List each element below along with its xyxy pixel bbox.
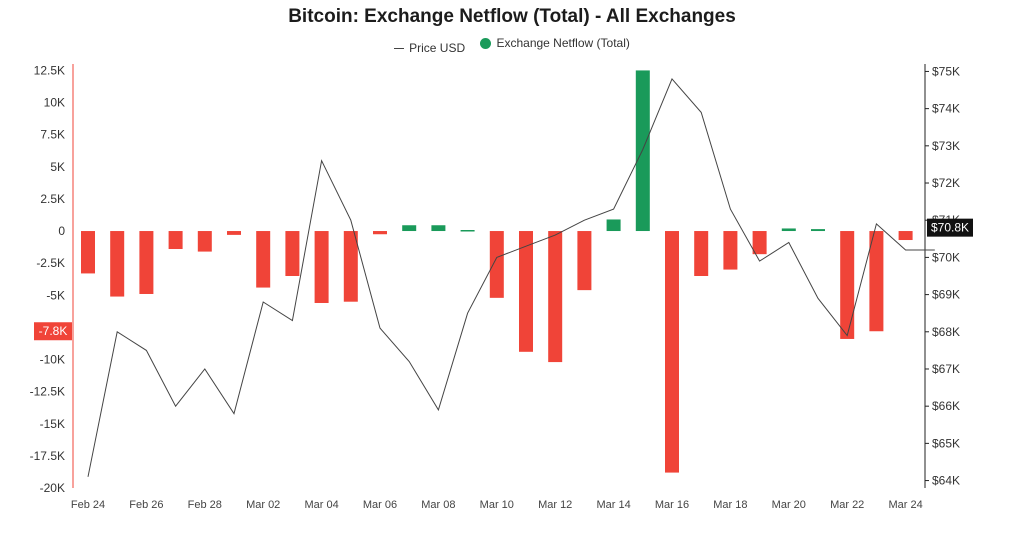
netflow-bar (665, 231, 679, 473)
right-axis-tick-label: $69K (932, 288, 960, 302)
netflow-bar (285, 231, 300, 276)
netflow-bar (168, 231, 183, 250)
netflow-bar (256, 231, 271, 288)
left-axis-tick-label: 5K (50, 160, 65, 174)
right-axis-tick-label: $73K (932, 139, 960, 153)
x-axis-tick-label: Mar 14 (596, 499, 630, 511)
right-axis-tick-label: $66K (932, 399, 960, 413)
left-axis-tick-label: 12.5K (34, 63, 65, 77)
netflow-bar (694, 231, 709, 276)
left-axis-tick-label: -10K (40, 353, 65, 367)
left-axis-tick-label: 10K (44, 96, 65, 110)
netflow-bar (314, 231, 329, 303)
netflow-bar (431, 225, 446, 232)
x-axis-tick-label: Mar 22 (830, 499, 864, 511)
x-axis-tick-label: Mar 12 (538, 499, 572, 511)
left-axis-tick-label: -20K (40, 481, 65, 495)
left-axis-tick-label: -15K (40, 417, 65, 431)
x-axis-tick-label: Mar 16 (655, 499, 689, 511)
x-axis-tick-label: Feb 28 (188, 499, 222, 511)
netflow-bar (197, 231, 212, 252)
x-axis-tick-label: Mar 02 (246, 499, 280, 511)
left-axis-tick-label: -5K (46, 288, 65, 302)
line-marker-icon (394, 47, 405, 49)
left-current-label: -7.8K (39, 324, 68, 338)
netflow-bar (519, 231, 533, 352)
x-axis-tick-label: Mar 10 (480, 499, 514, 511)
netflow-bar (373, 231, 387, 235)
right-axis-tick-label: $68K (932, 325, 960, 339)
right-axis-tick-label: $64K (932, 474, 960, 488)
netflow-bar (898, 231, 913, 241)
chart-title: Bitcoin: Exchange Netflow (Total) - All … (288, 6, 736, 27)
left-axis-tick-label: 7.5K (40, 128, 65, 142)
right-axis-tick-label: $70K (932, 250, 960, 264)
x-axis-tick-label: Mar 20 (772, 499, 806, 511)
netflow-bar (606, 219, 621, 232)
left-current-badge (34, 322, 72, 341)
netflow-bar (635, 70, 650, 232)
right-axis-tick-label: $72K (932, 176, 960, 190)
price-line (87, 77, 935, 477)
dot-marker-icon (480, 37, 492, 49)
x-axis-tick-label: Feb 24 (71, 499, 105, 511)
netflow-bar (227, 231, 241, 235)
x-axis-tick-label: Feb 26 (129, 499, 163, 511)
x-axis-tick-label: Mar 18 (713, 499, 747, 511)
netflow-bar (343, 231, 358, 302)
netflow-bar (110, 231, 125, 297)
right-current-badge (927, 218, 973, 237)
netflow-bar (752, 231, 767, 255)
legend-label-netflow: Exchange Netflow (Total) (496, 36, 630, 50)
right-axis-tick-label: $67K (932, 362, 960, 376)
netflow-bar (402, 225, 417, 232)
netflow-bar (548, 231, 563, 363)
x-axis-tick-label: Mar 24 (888, 499, 922, 511)
netflow-bar (81, 231, 95, 274)
right-axis-tick-label: $75K (932, 64, 960, 78)
netflow-bar (723, 231, 738, 270)
left-axis-tick-label: 2.5K (40, 192, 65, 206)
legend-label-price: Price USD (409, 41, 466, 55)
netflow-bar (139, 231, 154, 294)
x-axis-tick-label: Mar 08 (421, 499, 455, 511)
x-axis-tick-label: Mar 06 (363, 499, 397, 511)
left-axis-tick-label: -12.5K (30, 385, 65, 399)
right-axis-tick-label: $65K (932, 436, 960, 450)
left-axis-tick-label: -17.5K (30, 449, 65, 463)
left-axis-tick-label: -2.5K (36, 256, 65, 270)
right-current-label: $70.8K (931, 221, 969, 235)
netflow-bar (489, 231, 504, 298)
legend-item-price[interactable]: Price USD (394, 41, 465, 55)
left-axis-tick-label: 0 (58, 224, 65, 238)
netflow-bar (869, 231, 884, 332)
netflow-bar (840, 231, 855, 339)
netflow-bar (781, 228, 796, 232)
netflow-bar (577, 231, 592, 291)
x-axis-tick-label: Mar 04 (304, 499, 338, 511)
legend-item-netflow[interactable]: Exchange Netflow (Total) (480, 36, 630, 50)
netflow-bar (460, 230, 475, 232)
legend: Price USD Exchange Netflow (Total) (0, 36, 1024, 55)
netflow-bar (811, 229, 825, 232)
right-axis-tick-label: $74K (932, 102, 960, 116)
